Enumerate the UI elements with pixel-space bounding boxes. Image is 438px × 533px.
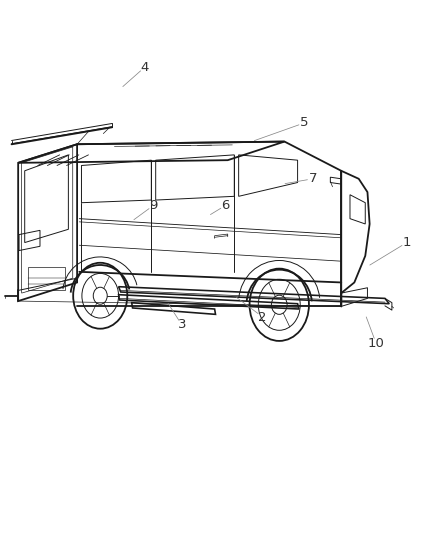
Text: 1: 1 [403,236,411,249]
Text: 9: 9 [149,199,158,212]
Text: 4: 4 [141,61,149,74]
Text: 10: 10 [368,337,385,350]
Text: 7: 7 [309,172,317,185]
Text: 5: 5 [300,117,308,130]
Text: 2: 2 [258,311,267,324]
Text: 6: 6 [221,199,230,212]
Bar [28,266,65,290]
Text: 3: 3 [178,319,186,332]
